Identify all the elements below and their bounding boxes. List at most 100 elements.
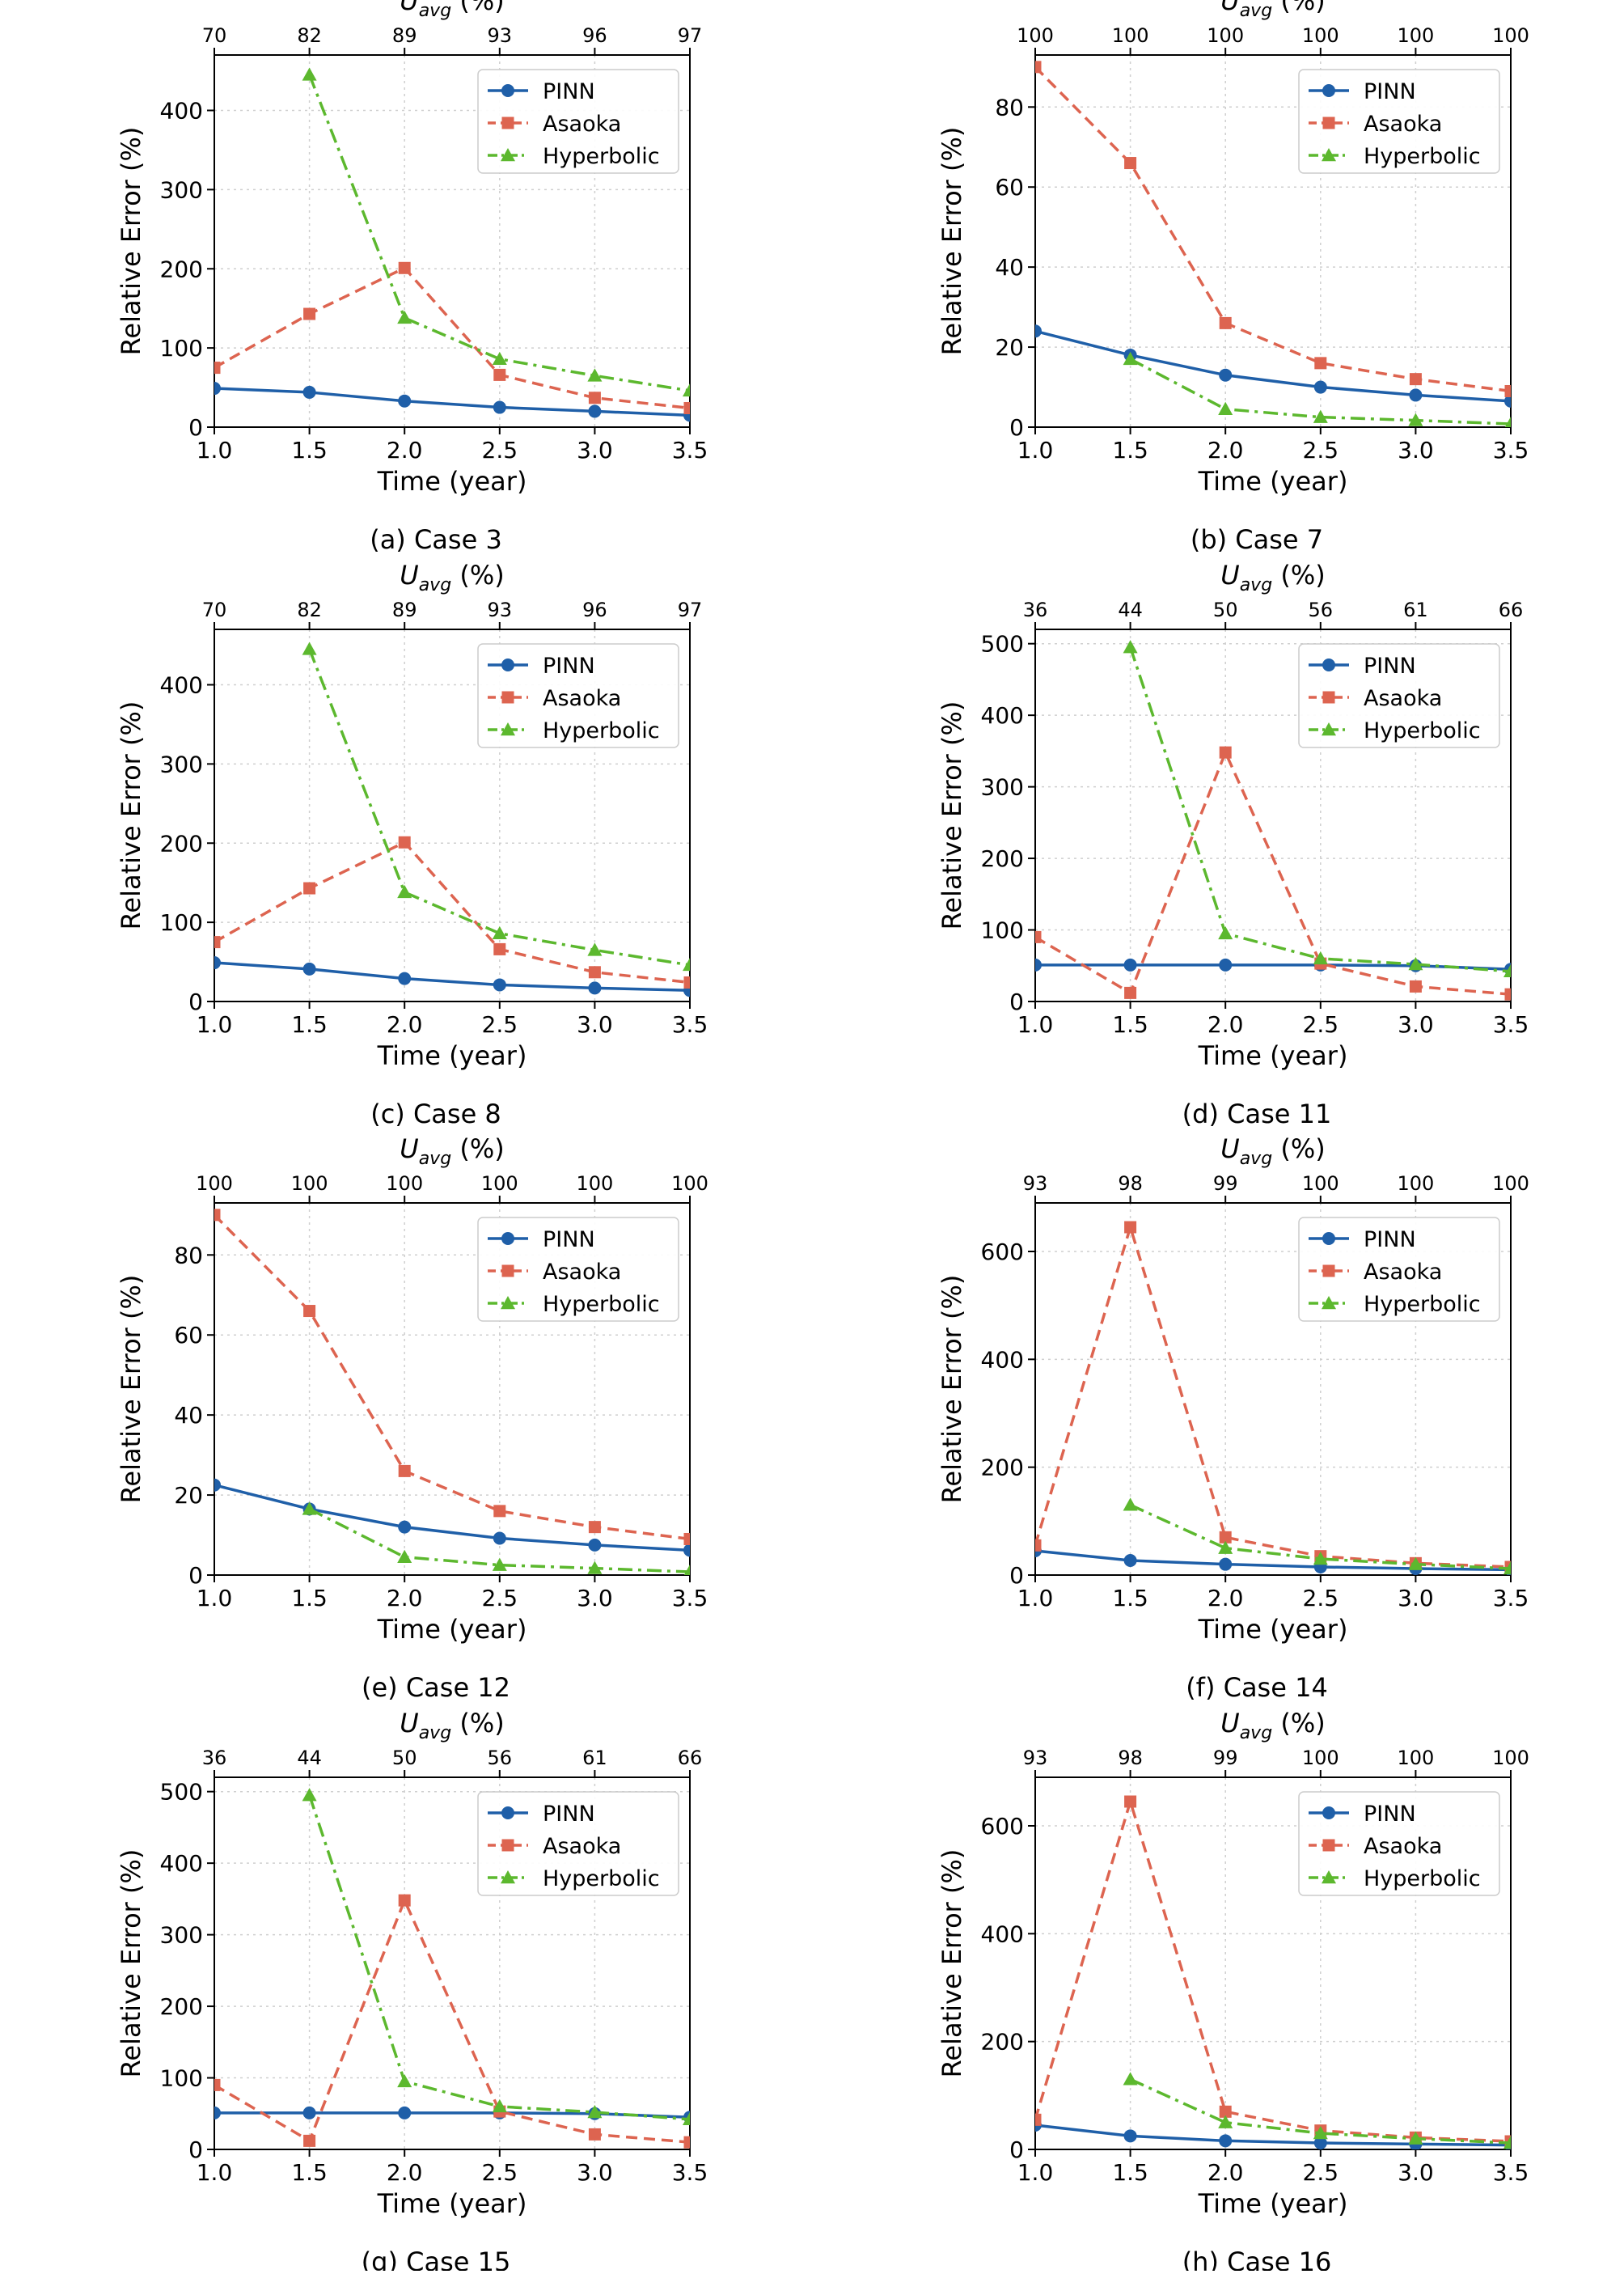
x-tick-label: 1.5 <box>291 2159 328 2186</box>
x-tick-label: 2.5 <box>482 437 518 464</box>
top-axis-label-unit: (%) <box>1272 0 1326 16</box>
y-tick-label: 300 <box>160 751 203 777</box>
plot-frame <box>1034 629 1512 1002</box>
data-point-hyperbolic <box>302 67 317 81</box>
data-point-hyperbolic <box>397 884 412 899</box>
legend: PINN Asaoka Hyperbolic <box>1298 1217 1500 1322</box>
top-axis-label-unit: (%) <box>1272 1133 1326 1164</box>
data-point-pinn <box>214 956 221 970</box>
x-tick-label: 1.5 <box>1112 437 1148 464</box>
y-tick-label: 0 <box>188 2136 203 2163</box>
data-point-pinn <box>398 394 412 408</box>
top-x-tick-label: 70 <box>202 24 227 47</box>
top-axis-label: Uavg (%) <box>400 560 504 595</box>
y-tick-label: 600 <box>981 1813 1024 1840</box>
legend-label-hyperbolic: Hyperbolic <box>1364 718 1481 743</box>
data-point-pinn <box>302 962 316 976</box>
y-tick-label: 200 <box>160 256 203 282</box>
data-point-hyperbolic <box>1218 401 1233 415</box>
y-tick-label: 200 <box>981 845 1024 872</box>
panel-caption: (f) Case 14 <box>1186 1672 1328 1703</box>
top-x-tick-label: 98 <box>1118 1747 1143 1769</box>
data-point-hyperbolic <box>302 642 317 655</box>
data-point-hyperbolic <box>587 2105 603 2119</box>
data-point-asaoka <box>1314 357 1327 370</box>
y-tick-label: 400 <box>981 1346 1024 1373</box>
data-point-asaoka <box>214 936 221 949</box>
data-point-pinn <box>588 404 602 418</box>
y-tick-label: 0 <box>188 414 203 441</box>
data-point-pinn <box>214 382 221 396</box>
data-point-hyperbolic <box>1313 1552 1328 1565</box>
data-point-pinn <box>588 981 602 995</box>
legend: PINN Asaoka Hyperbolic <box>1298 643 1500 748</box>
series-group <box>214 1209 690 1575</box>
legend-marker-pinn <box>501 1232 514 1245</box>
y-tick-label: 200 <box>981 2029 1024 2056</box>
top-x-tick-label: 66 <box>678 1747 703 1769</box>
y-tick-label: 300 <box>981 774 1024 801</box>
legend-marker-asaoka <box>501 1839 514 1852</box>
data-point-hyperbolic <box>1218 1540 1233 1554</box>
data-point-asaoka <box>303 882 316 895</box>
data-point-asaoka <box>398 836 411 849</box>
panel-caption: (h) Case 16 <box>1182 2246 1332 2271</box>
chart-panel-4: 1.0 1.5 2.0 2.5 3.0 3.5 36 44 50 56 61 66 0 100 200 300… <box>937 560 1529 1129</box>
data-point-hyperbolic <box>1123 1497 1138 1511</box>
top-x-tick-label: 100 <box>671 1172 708 1195</box>
data-point-asaoka <box>1504 384 1511 397</box>
top-axis-label-main: U <box>1220 560 1239 591</box>
legend-marker-hyperbolic <box>1322 148 1336 162</box>
x-tick-label: 3.0 <box>1398 1011 1434 1038</box>
top-x-tick-label: 97 <box>678 24 703 47</box>
data-point-asaoka <box>1504 988 1511 1001</box>
data-point-pinn <box>1123 2129 1137 2143</box>
data-point-hyperbolic <box>587 942 603 956</box>
legend-label-asaoka: Asaoka <box>543 1834 621 1859</box>
y-tick-label: 600 <box>981 1239 1024 1265</box>
top-x-tick-label: 96 <box>582 24 607 47</box>
y-tick-label: 500 <box>981 631 1024 658</box>
legend-marker-hyperbolic <box>1322 722 1336 736</box>
top-x-tick-label: 89 <box>392 24 417 47</box>
top-x-tick-label: 93 <box>488 24 513 47</box>
legend-marker-pinn <box>1322 1806 1335 1819</box>
series-line-hyperbolic <box>308 1507 690 1573</box>
series-line-pinn <box>214 2111 690 2119</box>
data-point-hyperbolic <box>492 1557 507 1571</box>
x-tick-label: 2.5 <box>482 1011 518 1038</box>
legend-marker-asaoka <box>501 116 514 129</box>
top-x-tick-label: 50 <box>392 1747 417 1769</box>
y-tick-label: 200 <box>160 1993 203 2020</box>
data-point-asaoka <box>398 261 411 274</box>
top-x-tick-label: 50 <box>1213 599 1238 621</box>
y-tick-label: 100 <box>160 335 203 362</box>
x-tick-label: 3.5 <box>672 1585 708 1611</box>
legend-label-pinn: PINN <box>543 1802 595 1827</box>
legend-box <box>1298 69 1500 174</box>
legend-label-pinn: PINN <box>1364 1227 1416 1252</box>
y-axis-label: Relative Error (%) <box>937 1275 967 1504</box>
data-point-hyperbolic <box>1408 1556 1423 1570</box>
top-axis-label-sub: avg <box>1240 1723 1273 1743</box>
series-line-pinn <box>1035 1549 1511 1572</box>
x-tick-label: 3.5 <box>1493 1011 1529 1038</box>
y-axis-label: Relative Error (%) <box>116 127 146 356</box>
legend-marker-asaoka <box>501 1264 514 1277</box>
data-point-asaoka <box>683 976 690 989</box>
x-tick-label: 2.5 <box>482 1585 518 1611</box>
top-x-tick-label: 93 <box>1023 1747 1048 1769</box>
chart-panel-3: 1.0 1.5 2.0 2.5 3.0 3.5 70 82 89 93 96 97 0 100 200 300… <box>116 560 708 1129</box>
data-point-asaoka <box>493 942 506 955</box>
legend-marker-hyperbolic <box>1322 1870 1336 1884</box>
data-point-pinn <box>1313 380 1327 394</box>
legend-box <box>1298 1217 1500 1322</box>
chart-panel-8: 1.0 1.5 2.0 2.5 3.0 3.5 93 98 99 100 100 100 0 200 400… <box>937 1708 1529 2274</box>
legend-marker-pinn <box>501 84 514 97</box>
plot-frame <box>214 54 691 428</box>
data-point-hyperbolic <box>1503 1561 1511 1575</box>
x-tick-label: 3.5 <box>1493 1585 1529 1611</box>
top-x-tick-label: 56 <box>488 1747 513 1769</box>
series-line-asaoka <box>214 1213 690 1541</box>
